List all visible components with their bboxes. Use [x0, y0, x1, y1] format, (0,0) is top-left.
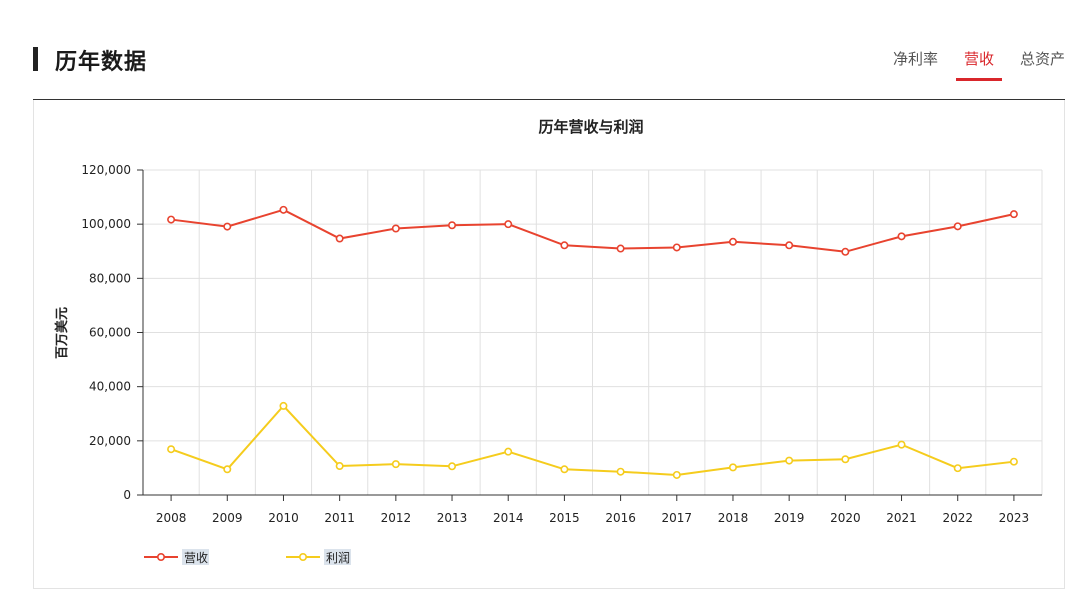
tab-net-margin[interactable]: 净利率 [892, 50, 938, 68]
y-tick-label: 80,000 [89, 271, 131, 285]
data-point [841, 247, 850, 256]
y-axis-label: 百万美元 [54, 307, 70, 359]
data-point [504, 447, 513, 456]
data-point [448, 462, 457, 471]
x-tick-label: 2013 [437, 511, 468, 525]
data-point [728, 237, 737, 246]
axes [137, 169, 1042, 501]
y-tick-label: 120,000 [81, 163, 131, 177]
data-point [560, 465, 569, 474]
title-accent-bar [33, 47, 38, 71]
y-tick-label: 100,000 [81, 217, 131, 231]
x-tick-label: 2022 [942, 511, 973, 525]
data-point [785, 241, 794, 250]
legend-label: 营收 [184, 551, 208, 565]
series-line-0 [170, 208, 1015, 253]
chart-container: 历年营收与利润 百万美元 0 20,000 40,000 60,000 80,000 10… [33, 100, 1065, 589]
data-point [897, 232, 906, 241]
data-point [448, 221, 457, 230]
data-point [672, 243, 681, 252]
data-point [167, 445, 176, 454]
legend-swatch-marker [157, 552, 166, 561]
y-tick-label: 40,000 [89, 380, 131, 394]
legend-label-bg [182, 549, 209, 565]
data-point [335, 234, 344, 243]
data-point [279, 205, 288, 214]
data-point [223, 465, 232, 474]
legend-swatch-marker [298, 552, 307, 561]
data-point [1009, 457, 1018, 466]
line-chart: 历年营收与利润 百万美元 0 20,000 40,000 60,000 80,000 10… [54, 118, 1043, 565]
x-tick-label: 2023 [999, 511, 1030, 525]
x-axis-ticks: 2008 2009 2010 2011 2012 2013 2014 2015 2016 2017… [156, 511, 1029, 525]
legend: 营收 利润 [144, 549, 351, 565]
data-point [672, 470, 681, 479]
data-point [279, 401, 288, 410]
series-group [167, 205, 1018, 479]
data-point [560, 241, 569, 250]
tab-bar: 净利率 营收 总资产 [867, 48, 1065, 81]
grid [143, 169, 1043, 495]
data-point [897, 440, 906, 449]
data-point [167, 215, 176, 224]
y-tick-label: 60,000 [89, 326, 131, 340]
x-tick-label: 2020 [830, 511, 861, 525]
x-tick-label: 2021 [886, 511, 917, 525]
data-point [841, 455, 850, 464]
section-header: 历年数据 净利率 营收 总资产 [33, 40, 1065, 100]
x-tick-label: 2019 [774, 511, 805, 525]
data-point [616, 467, 625, 476]
data-point [785, 456, 794, 465]
x-tick-label: 2009 [212, 511, 243, 525]
x-tick-label: 2010 [268, 511, 299, 525]
x-tick-label: 2015 [549, 511, 580, 525]
page-title: 历年数据 [55, 50, 148, 75]
data-point [728, 463, 737, 472]
data-point [391, 224, 400, 233]
x-tick-label: 2017 [662, 511, 693, 525]
x-tick-label: 2012 [381, 511, 412, 525]
legend-label: 利润 [326, 551, 350, 565]
data-point [223, 222, 232, 231]
header-divider [33, 99, 1065, 100]
series-line-1 [170, 404, 1015, 476]
data-point [391, 460, 400, 469]
y-tick-label: 20,000 [89, 434, 131, 448]
x-tick-label: 2018 [718, 511, 749, 525]
x-tick-label: 2016 [605, 511, 636, 525]
tab-total-assets[interactable]: 总资产 [1019, 50, 1065, 68]
x-tick-label: 2011 [324, 511, 355, 525]
data-point [504, 220, 513, 229]
data-point [953, 222, 962, 231]
chart-title: 历年营收与利润 [538, 118, 643, 136]
data-point [953, 464, 962, 473]
x-tick-label: 2008 [156, 511, 187, 525]
y-axis-ticks: 0 20,000 40,000 60,000 80,000 100,000 120,000 [81, 163, 131, 502]
data-point [1009, 210, 1018, 219]
x-tick-label: 2014 [493, 511, 524, 525]
legend-label-bg [324, 549, 351, 565]
data-point [335, 462, 344, 471]
tab-revenue[interactable]: 营收 [955, 48, 1003, 81]
y-tick-label: 0 [123, 488, 131, 502]
data-point [616, 244, 625, 253]
